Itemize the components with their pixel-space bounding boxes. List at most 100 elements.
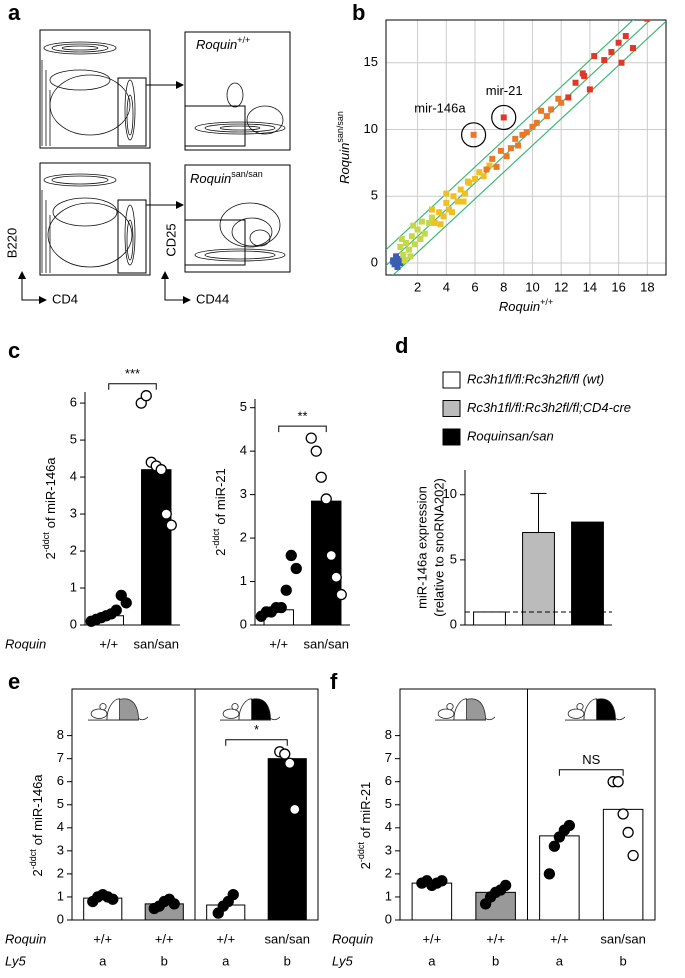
legend-swatch	[442, 371, 461, 389]
point	[330, 571, 342, 583]
point	[408, 233, 415, 240]
point	[617, 808, 629, 820]
bar	[602, 808, 644, 921]
point	[538, 107, 545, 114]
point	[622, 826, 634, 839]
point	[472, 175, 479, 182]
label-sup: +/+	[237, 35, 250, 45]
guide-line	[386, 20, 634, 251]
x-tick-label: +/+	[269, 636, 288, 651]
point	[548, 840, 561, 852]
point	[426, 219, 433, 226]
annotation-circle	[460, 122, 487, 148]
y-tick-label: 5	[240, 399, 247, 414]
point	[418, 218, 425, 225]
point	[417, 235, 424, 242]
mouse-icon	[565, 698, 625, 721]
y-tick-label: 3	[57, 842, 64, 857]
point	[421, 230, 428, 237]
panel-label: b	[352, 0, 365, 25]
x-tick-label: 6	[471, 279, 478, 294]
y-tick-label: 7	[57, 750, 64, 765]
x-tick-label: 8	[500, 279, 507, 294]
point	[543, 868, 556, 880]
y-tick-label: 4	[240, 443, 247, 458]
x-tick-label: 14	[583, 279, 597, 294]
point	[320, 493, 332, 505]
point	[428, 214, 435, 221]
label-part: of miR-21	[213, 468, 228, 524]
point	[390, 258, 397, 265]
significance-bracket	[278, 425, 327, 433]
point	[400, 251, 407, 258]
label-part: 2	[213, 549, 228, 556]
point	[565, 94, 572, 101]
label-part: 2	[358, 862, 373, 869]
y-axis-label: (relative to snoRNA202)	[431, 478, 446, 617]
y-tick-label: 0	[57, 911, 64, 926]
point	[615, 39, 622, 46]
point	[572, 79, 579, 86]
plot-frame	[385, 19, 667, 276]
point	[120, 597, 132, 609]
x-tick-label: san/san	[600, 931, 646, 946]
x-tick-label: san/san	[133, 636, 179, 651]
flow-plots: B220 CD4 CD25 CD44 Roquin+/+ Roquinsan/s…	[4, 29, 291, 306]
point	[476, 169, 483, 176]
label-sup: san/san	[231, 169, 263, 179]
x-tick-label: +/+	[422, 931, 441, 946]
bar	[267, 758, 307, 921]
x-tick-label: +/+	[486, 931, 505, 946]
point	[460, 198, 467, 205]
y-tick-label: 8	[385, 727, 392, 742]
y-tick-label: 6	[57, 773, 64, 788]
point	[401, 257, 408, 264]
point	[275, 601, 287, 614]
point	[601, 57, 608, 64]
y-tick-label: 4	[70, 469, 77, 484]
point	[440, 213, 447, 220]
label-part: san/san	[335, 111, 345, 143]
point	[500, 114, 507, 121]
point	[428, 206, 435, 213]
point	[519, 131, 526, 138]
genotype-label: Roquinsan/san	[190, 169, 263, 186]
point	[497, 147, 504, 154]
point	[529, 123, 536, 130]
label-part: -ddct	[356, 842, 366, 863]
x-tick-label: +/+	[216, 931, 235, 946]
y-tick-label: 4	[385, 819, 392, 834]
axis-label: CD25	[163, 223, 178, 256]
legend-label: Roquinsan/san	[467, 428, 554, 443]
mouse-icon	[88, 698, 148, 721]
label-part: +/+	[540, 297, 553, 307]
x-tick-label: b	[620, 953, 627, 968]
point	[315, 471, 327, 483]
point	[493, 163, 500, 170]
point	[627, 849, 639, 862]
bar	[141, 469, 172, 626]
point	[622, 33, 629, 40]
y-tick-label: 0	[385, 911, 392, 926]
point	[449, 209, 456, 216]
y-tick-label: 4	[57, 819, 64, 834]
row-label: Ly5	[5, 953, 26, 968]
x-tick-label: +/+	[550, 931, 569, 946]
x-tick-label: san/san	[303, 636, 349, 651]
point	[160, 508, 172, 520]
label-part: Roquin	[337, 143, 352, 184]
point	[405, 246, 412, 253]
point	[480, 173, 487, 180]
x-tick-label: +/+	[93, 931, 112, 946]
row-label: Roquin	[5, 931, 46, 946]
y-axis-label: miR-146a expression	[414, 486, 429, 609]
label-part: Roquin	[499, 299, 540, 314]
point	[165, 519, 177, 531]
y-tick-label: 1	[70, 579, 77, 594]
point	[548, 106, 555, 113]
point	[586, 86, 593, 93]
mouse-icon	[220, 698, 280, 721]
point	[397, 243, 404, 250]
point	[414, 226, 421, 233]
label-part: of miR-21	[358, 782, 373, 838]
